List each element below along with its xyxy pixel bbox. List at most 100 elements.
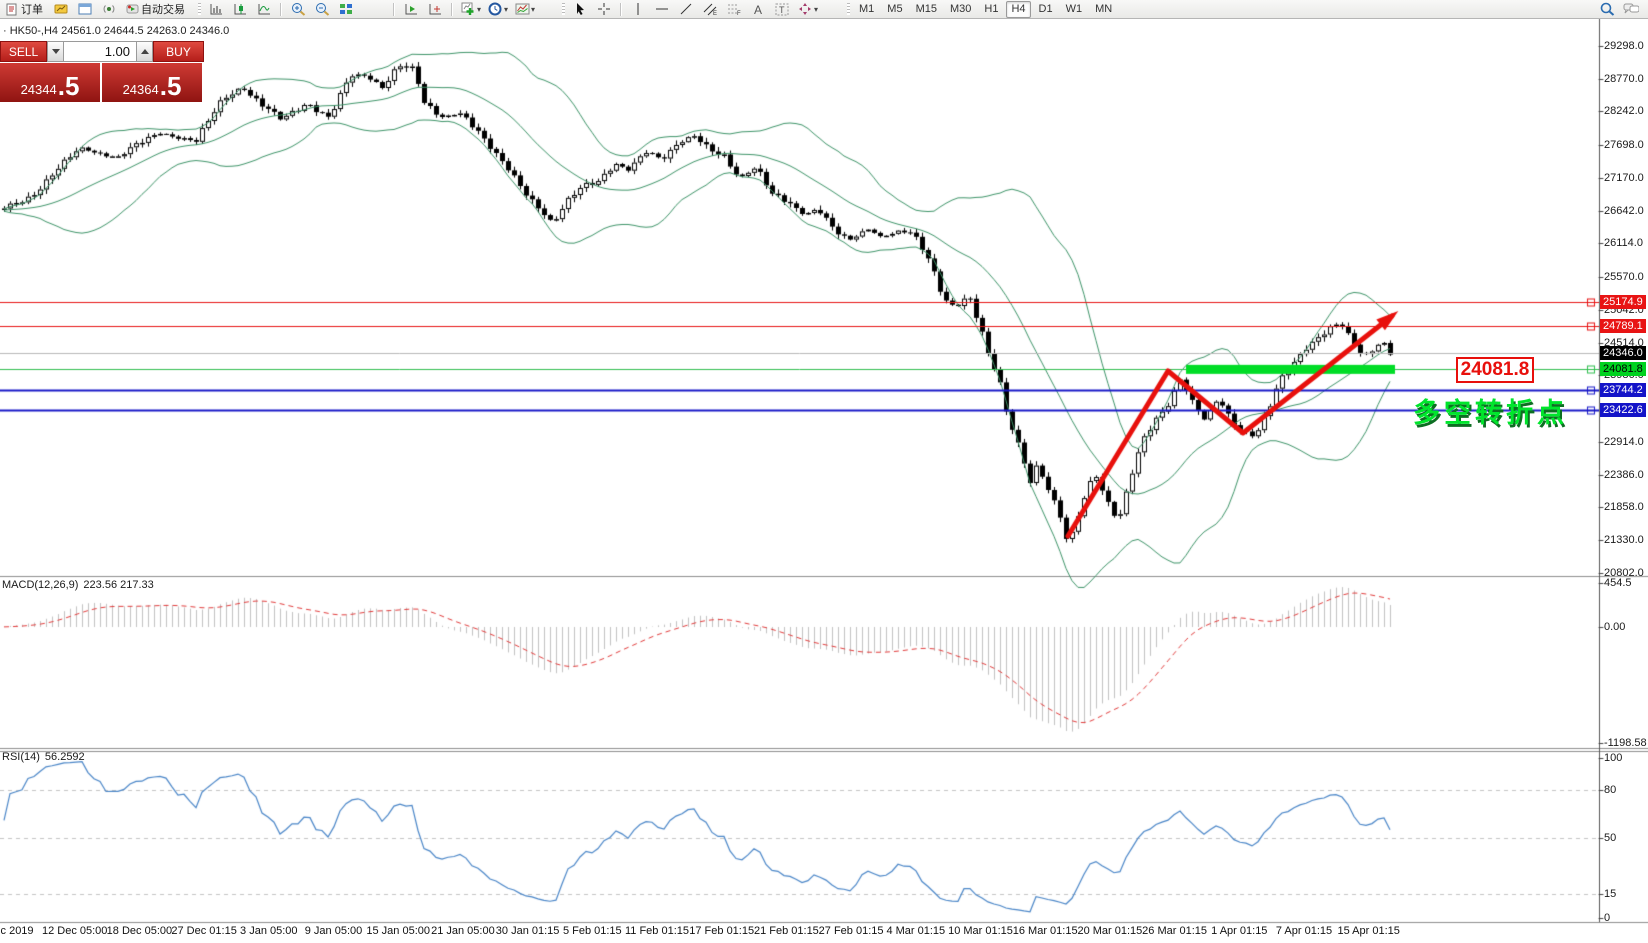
price-tick-label: 21330.0 (1604, 533, 1644, 546)
text-label-button[interactable]: T (771, 1, 793, 17)
fibonacci-button[interactable]: F (723, 1, 745, 17)
chart-area: · HK50-,H4 24561.0 24644.5 24263.0 24346… (0, 19, 1648, 943)
time-axis-label: 21 Feb 01:15 (753, 925, 819, 937)
timeframe-button-M5[interactable]: M5 (887, 3, 903, 15)
toolbar-group-right (1596, 0, 1642, 18)
search-button[interactable] (1596, 1, 1618, 17)
price-tick-label: 25570.0 (1604, 271, 1644, 284)
trendline-button[interactable] (675, 1, 697, 17)
timeframe-button-D1[interactable]: D1 (1038, 3, 1053, 15)
volume-increase-button[interactable] (136, 41, 153, 62)
text-button[interactable]: A (747, 1, 769, 17)
zoom-in-button[interactable] (287, 1, 309, 17)
periods-button[interactable]: ▾ (485, 1, 510, 17)
bar-chart-mode-button[interactable] (205, 1, 227, 17)
data-window-button[interactable] (74, 1, 96, 17)
toolbar-group-indicators: ▾ ▾ ▾ (448, 0, 537, 18)
templates-button[interactable]: ▾ (512, 1, 537, 17)
vertical-line-button[interactable] (627, 1, 649, 17)
buy-button[interactable]: BUY (153, 41, 204, 62)
add-indicator-button[interactable]: ▾ (458, 1, 483, 17)
new-order-label: 订单 (21, 4, 43, 16)
toolbar-separator (393, 2, 395, 16)
macd-axis-label: -1198.58 (1604, 737, 1647, 749)
timeframe-button-M15[interactable]: M15 (915, 3, 937, 15)
svg-text:A: A (754, 3, 762, 16)
signal-button[interactable] (98, 1, 120, 17)
toolbar-separator (451, 2, 453, 16)
price-level-tag: 24789.1 (1600, 318, 1646, 333)
volume-decrease-button[interactable] (47, 41, 64, 62)
toolbar-grip (562, 3, 565, 15)
sell-price-pip: .5 (57, 71, 80, 101)
time-axis-label: 11 Feb 01:15 (624, 925, 689, 937)
text-icon: A (750, 1, 766, 17)
time-axis-label: 18 Dec 05:00 (106, 925, 173, 937)
buy-price-display[interactable]: 24364.5 (102, 63, 202, 102)
timeframe-button-MN[interactable]: MN (1095, 3, 1113, 15)
crosshair-icon (596, 1, 612, 17)
chart-shift-button[interactable] (424, 1, 446, 17)
one-click-trading-panel: SELL BUY 24344.5 24364.5 (0, 41, 205, 102)
sell-button[interactable]: SELL (0, 41, 47, 62)
chat-button[interactable] (1620, 1, 1642, 17)
timeframe-button-W1[interactable]: W1 (1065, 3, 1083, 15)
signal-icon (101, 1, 117, 17)
autotrade-icon (124, 1, 140, 17)
horizontal-line-button[interactable] (651, 1, 673, 17)
market-watch-button[interactable] (50, 1, 72, 17)
price-level-tag: 25174.9 (1600, 294, 1646, 309)
price-level-tag: 24081.8 (1600, 362, 1646, 377)
autotrade-label: 自动交易 (141, 4, 185, 16)
volume-input[interactable] (64, 41, 136, 62)
time-axis-label: 15 Jan 05:00 (366, 925, 430, 937)
line-chart-mode-button[interactable] (253, 1, 275, 17)
timeframe-button-M30[interactable]: M30 (949, 3, 972, 15)
add-indicator-icon (460, 1, 476, 17)
time-axis-label: 10 Mar 01:15 (948, 925, 1013, 937)
toolbar-grip (198, 3, 201, 15)
candle-chart-mode-button[interactable] (229, 1, 251, 17)
price-tick-label: 27698.0 (1604, 139, 1644, 152)
time-axis-label: 9 Jan 05:00 (304, 925, 363, 937)
cursor-button[interactable] (569, 1, 591, 17)
price-tick-label: 22914.0 (1604, 435, 1644, 448)
new-order-button[interactable]: 订单 (2, 1, 48, 17)
chevron-down-icon: ▾ (504, 4, 509, 14)
time-axis-label: 7 Apr 01:15 (1275, 925, 1333, 937)
sell-price-display[interactable]: 24344.5 (0, 63, 100, 102)
fibonacci-icon: F (726, 1, 742, 17)
horizontal-line-icon (654, 1, 670, 17)
timeframe-button-M1[interactable]: M1 (859, 3, 875, 15)
time-axis-label: 5 Feb 01:15 (562, 925, 622, 937)
chevron-up-icon (140, 49, 149, 54)
time-axis-label: 12 Dec 05:00 (41, 925, 108, 937)
zoom-out-icon (314, 1, 330, 17)
svg-text:F: F (737, 11, 741, 16)
macd-axis-label: 0.00 (1604, 620, 1626, 633)
cursor-icon (572, 1, 588, 17)
price-tick-label: 22386.0 (1604, 468, 1644, 481)
timeframe-button-H1[interactable]: H1 (984, 3, 999, 15)
price-level-tag: 24346.0 (1600, 345, 1646, 360)
timeframe-button-H4[interactable]: H4 (1006, 0, 1031, 18)
chevron-down-icon: ▾ (477, 4, 482, 14)
toolbar-group-scroll (390, 0, 446, 18)
arrows-tool-button[interactable]: ▾ (795, 1, 820, 17)
time-axis-label: 26 Mar 01:15 (1142, 925, 1207, 937)
auto-scroll-button[interactable] (400, 1, 422, 17)
crosshair-button[interactable] (593, 1, 615, 17)
time-axis-label: 4 Mar 01:15 (886, 925, 946, 937)
toolbar-grip (847, 3, 850, 15)
rsi-axis-label: 15 (1604, 888, 1617, 900)
channel-button[interactable]: E (699, 1, 721, 17)
toolbar-separator (620, 2, 622, 16)
trendline-icon (678, 1, 694, 17)
time-axis-label: 20 Mar 01:15 (1077, 925, 1143, 937)
tile-windows-button[interactable] (335, 1, 357, 17)
autotrade-button[interactable]: 自动交易 (122, 1, 190, 17)
zoom-out-button[interactable] (311, 1, 333, 17)
price-tick-label: 28770.0 (1604, 72, 1644, 85)
chart-canvas[interactable] (0, 19, 1648, 943)
toolbar-group-timeframes: M1 M5 M15 M30 H1 H4 D1 W1 MN (845, 0, 1117, 18)
